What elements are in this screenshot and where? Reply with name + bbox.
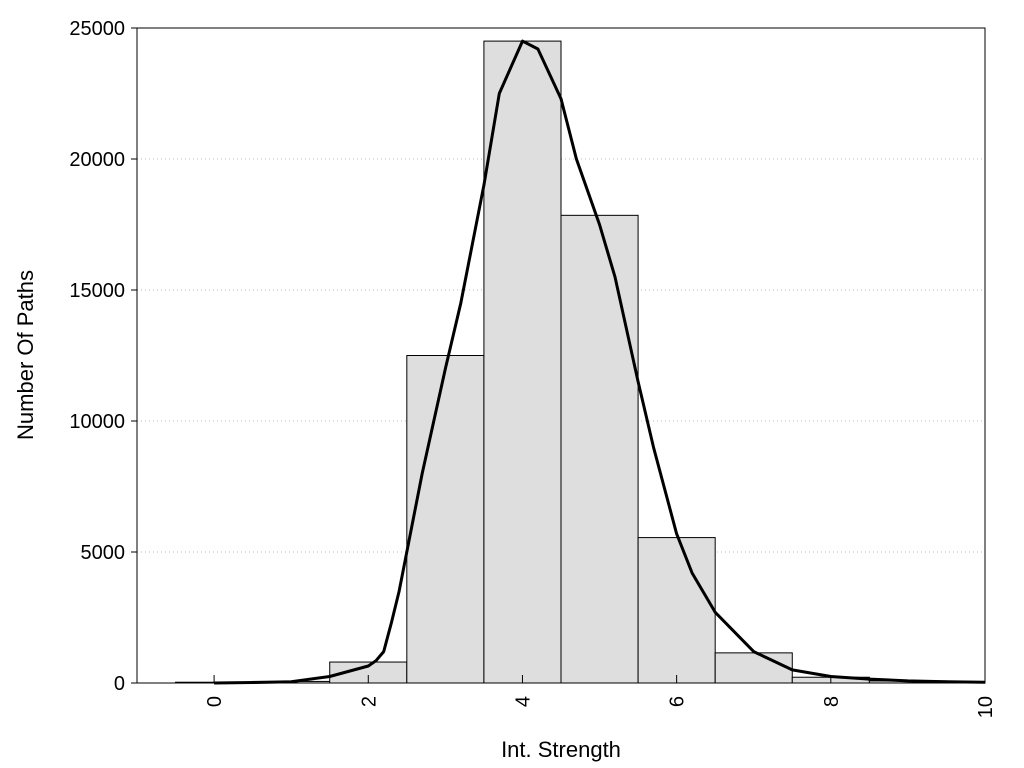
histogram-bar: [560, 214, 639, 684]
y-tick-label: 25000: [69, 18, 125, 40]
y-tick-label: 10000: [69, 411, 125, 433]
x-tick-label: 0: [204, 696, 226, 707]
y-tick-label: 15000: [69, 280, 125, 302]
x-tick-label: 8: [821, 696, 843, 707]
fit-curve: [214, 39, 986, 685]
y-axis-title: Number Of Paths: [13, 270, 38, 440]
histogram-bars: [175, 40, 947, 684]
y-tick-label: 20000: [69, 149, 125, 171]
histogram-bar: [637, 537, 716, 684]
histogram-bar: [406, 355, 485, 684]
x-tick-label: 4: [512, 696, 534, 707]
x-tick-label: 2: [358, 696, 380, 707]
plot-frame: [136, 27, 986, 684]
y-tick-label: 5000: [81, 542, 126, 564]
x-axis-title: Int. Strength: [501, 737, 621, 762]
x-axis-ticks: 0 2 4 6 8 10: [204, 675, 997, 718]
x-tick-label: 10: [975, 696, 997, 718]
histogram-bar: [714, 652, 793, 684]
histogram-bar: [483, 40, 562, 684]
x-tick-label: 6: [667, 696, 689, 707]
y-tick-label: 0: [114, 673, 125, 695]
y-axis-ticks: 0 5000 10000 15000 20000 25000: [69, 18, 137, 695]
